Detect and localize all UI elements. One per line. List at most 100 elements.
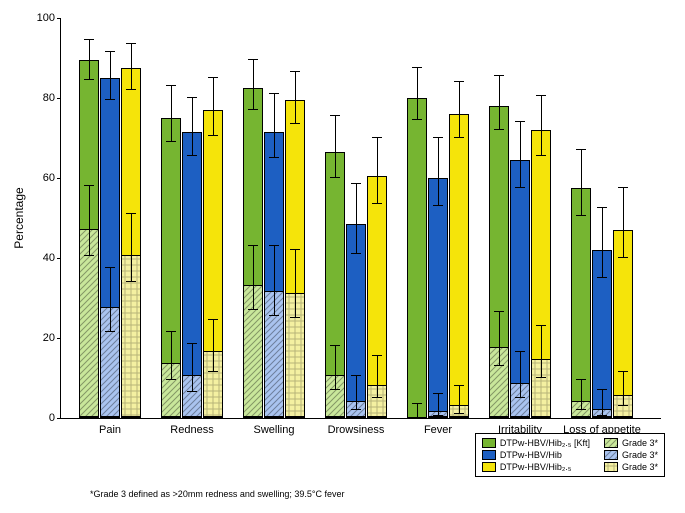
error-cap <box>269 245 279 246</box>
error-cap <box>576 379 586 380</box>
error-bar-grade3 <box>89 186 90 256</box>
legend-label: Grade 3* <box>622 462 658 472</box>
error-bar <box>110 52 111 100</box>
error-cap <box>248 59 258 60</box>
legend-label: Grade 3* <box>622 450 658 460</box>
error-cap <box>187 155 197 156</box>
legend-label: DTPw-HBV/Hib <box>500 450 562 460</box>
ytick-label: 40 <box>27 252 55 264</box>
error-cap <box>515 351 525 352</box>
error-bar-grade3 <box>295 250 296 318</box>
ytick-label: 60 <box>27 172 55 184</box>
error-bar-grade3 <box>274 246 275 316</box>
ytick-label: 0 <box>27 412 55 424</box>
error-cap <box>412 403 422 404</box>
legend-swatch <box>482 438 496 448</box>
error-cap <box>330 177 340 178</box>
error-bar <box>192 98 193 156</box>
error-cap <box>494 129 504 130</box>
legend-swatch <box>604 438 618 448</box>
error-cap <box>187 343 197 344</box>
error-cap <box>536 377 546 378</box>
error-bar <box>581 150 582 216</box>
error-cap <box>618 257 628 258</box>
ytick-mark <box>57 178 61 179</box>
error-bar <box>499 76 500 130</box>
error-cap <box>166 331 176 332</box>
error-bar <box>335 116 336 178</box>
error-cap <box>351 375 361 376</box>
error-bar <box>623 188 624 258</box>
error-bar <box>171 86 172 142</box>
error-cap <box>618 371 628 372</box>
error-cap <box>105 51 115 52</box>
error-cap <box>576 149 586 150</box>
error-cap <box>290 249 300 250</box>
footnote: *Grade 3 defined as >20mm redness and sw… <box>90 489 345 499</box>
y-axis-label: Percentage <box>12 187 26 248</box>
bar-total <box>449 114 469 418</box>
error-cap <box>515 397 525 398</box>
legend-label: Grade 3* <box>622 438 658 448</box>
error-cap <box>269 157 279 158</box>
error-cap <box>536 155 546 156</box>
error-bar <box>356 184 357 254</box>
error-cap <box>412 417 422 418</box>
ytick-label: 20 <box>27 332 55 344</box>
category-label: Pain <box>99 424 121 436</box>
error-bar <box>253 60 254 110</box>
bar-total <box>489 106 509 418</box>
ytick-mark <box>57 18 61 19</box>
error-cap <box>290 317 300 318</box>
error-cap <box>576 409 586 410</box>
error-bar-grade3 <box>581 380 582 410</box>
error-cap <box>84 39 94 40</box>
error-cap <box>454 81 464 82</box>
error-cap <box>372 203 382 204</box>
error-cap <box>126 213 136 214</box>
error-cap <box>330 389 340 390</box>
error-cap <box>84 79 94 80</box>
error-cap <box>433 137 443 138</box>
category-label: Drowsiness <box>328 424 385 436</box>
error-bar <box>213 78 214 136</box>
error-cap <box>351 409 361 410</box>
error-cap <box>618 187 628 188</box>
error-cap <box>269 315 279 316</box>
error-cap <box>105 331 115 332</box>
error-cap <box>208 135 218 136</box>
bar-total <box>428 178 448 418</box>
error-bar <box>417 68 418 120</box>
error-cap <box>618 405 628 406</box>
error-cap <box>166 379 176 380</box>
legend-item-grade3: Grade 3* <box>604 462 658 472</box>
error-cap <box>412 67 422 68</box>
error-cap <box>187 97 197 98</box>
error-cap <box>126 43 136 44</box>
error-bar <box>438 138 439 206</box>
error-bar-grade3 <box>520 352 521 398</box>
error-cap <box>290 123 300 124</box>
error-cap <box>166 141 176 142</box>
error-cap <box>84 255 94 256</box>
error-cap <box>494 365 504 366</box>
error-bar-grade3 <box>356 376 357 410</box>
error-bar <box>541 96 542 156</box>
error-cap <box>208 319 218 320</box>
ytick-mark <box>57 258 61 259</box>
error-bar-grade3 <box>623 372 624 406</box>
legend-swatch <box>604 450 618 460</box>
error-cap <box>597 277 607 278</box>
error-cap <box>105 267 115 268</box>
error-bar-grade3 <box>499 312 500 366</box>
error-bar-grade3 <box>438 394 439 416</box>
error-bar <box>274 94 275 158</box>
error-cap <box>248 309 258 310</box>
legend-swatch <box>604 462 618 472</box>
ytick-mark <box>57 338 61 339</box>
error-bar <box>459 82 460 138</box>
error-cap <box>84 185 94 186</box>
ytick-label: 100 <box>27 12 55 24</box>
error-cap <box>515 187 525 188</box>
error-bar-grade3 <box>192 344 193 392</box>
